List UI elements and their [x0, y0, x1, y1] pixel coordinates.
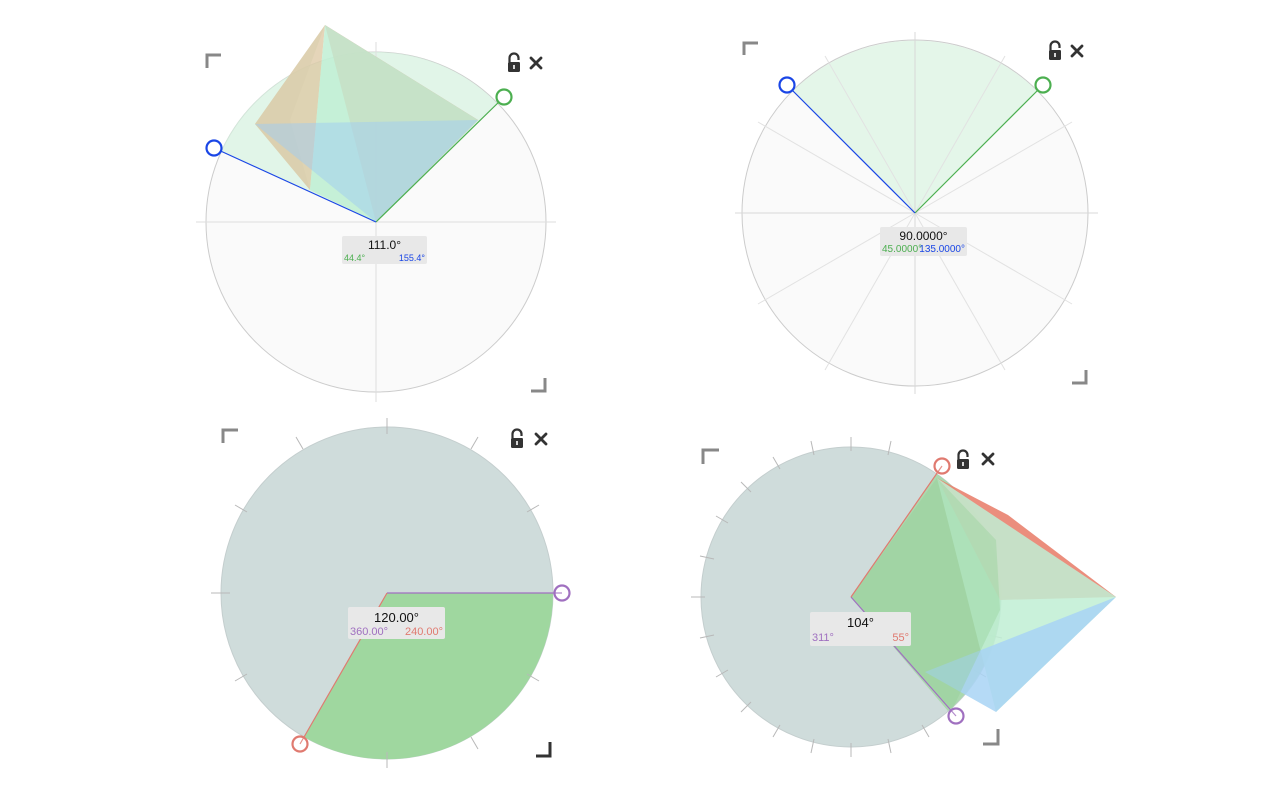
start-arm — [914, 84, 1044, 214]
angle-value: 90.0000° — [899, 229, 948, 243]
angle-value: 104° — [847, 615, 874, 630]
start-handle[interactable] — [495, 88, 513, 106]
end-angle-value: 55° — [892, 632, 909, 644]
angle-readout-3: 120.00° 360.00° 240.00° — [348, 607, 445, 639]
angle-value: 111.0° — [367, 238, 402, 252]
resize-corner-top-left[interactable] — [205, 53, 221, 68]
start-arm — [375, 96, 505, 223]
start-angle-value: 45.0000° — [882, 244, 923, 255]
start-angle-value: 360.00° — [350, 626, 389, 638]
resize-corner-bottom-right[interactable] — [536, 742, 552, 758]
resize-corner-top-left[interactable] — [742, 41, 758, 55]
angle-readout-4: 104° 311° 55° — [810, 612, 911, 646]
protractor-1[interactable] — [196, 25, 556, 402]
start-handle[interactable] — [947, 707, 965, 725]
angle-readout-2: 90.0000° 45.0000° 135.0000° — [880, 227, 967, 256]
unlock-icon[interactable] — [1047, 40, 1063, 62]
end-handle[interactable] — [291, 735, 309, 753]
overlay-blue-shape — [255, 120, 478, 222]
start-handle[interactable] — [553, 584, 571, 602]
protractor-4[interactable] — [691, 437, 1116, 757]
overlay-green-blend — [851, 478, 1000, 710]
protractor-2[interactable] — [735, 32, 1098, 394]
end-handle[interactable] — [778, 76, 796, 94]
close-icon[interactable] — [981, 452, 995, 466]
end-angle-value: 155.4° — [398, 253, 425, 263]
end-handle[interactable] — [205, 139, 223, 157]
close-icon[interactable] — [529, 56, 543, 70]
resize-corner-top-left[interactable] — [221, 428, 238, 443]
close-icon[interactable] — [534, 432, 548, 446]
angle-readout-1: 111.0° 44.4° 155.4° — [342, 236, 427, 264]
resize-corner-bottom-right[interactable] — [983, 729, 1000, 746]
protractor-3[interactable] — [211, 418, 571, 768]
overlay-tan-blend — [255, 25, 325, 190]
overlay-blue-shape — [925, 597, 1116, 712]
end-arm — [786, 84, 916, 214]
end-handle[interactable] — [933, 457, 951, 475]
angle-value: 120.00° — [374, 610, 419, 625]
close-icon[interactable] — [1070, 44, 1084, 58]
start-angle-value: 311° — [812, 632, 834, 644]
unlock-icon[interactable] — [509, 428, 525, 450]
unlock-icon[interactable] — [506, 52, 522, 74]
end-arm — [213, 147, 377, 223]
start-angle-value: 44.4° — [344, 253, 366, 263]
end-arm — [850, 465, 943, 598]
resize-corner-top-left[interactable] — [701, 448, 719, 464]
start-handle[interactable] — [1034, 76, 1052, 94]
resize-corner-bottom-right[interactable] — [1072, 370, 1088, 385]
resize-corner-bottom-right[interactable] — [531, 378, 547, 393]
unlock-icon[interactable] — [955, 449, 971, 471]
dial-ticks — [211, 418, 540, 768]
end-angle-value: 240.00° — [404, 626, 443, 638]
end-angle-value: 135.0000° — [919, 244, 965, 255]
